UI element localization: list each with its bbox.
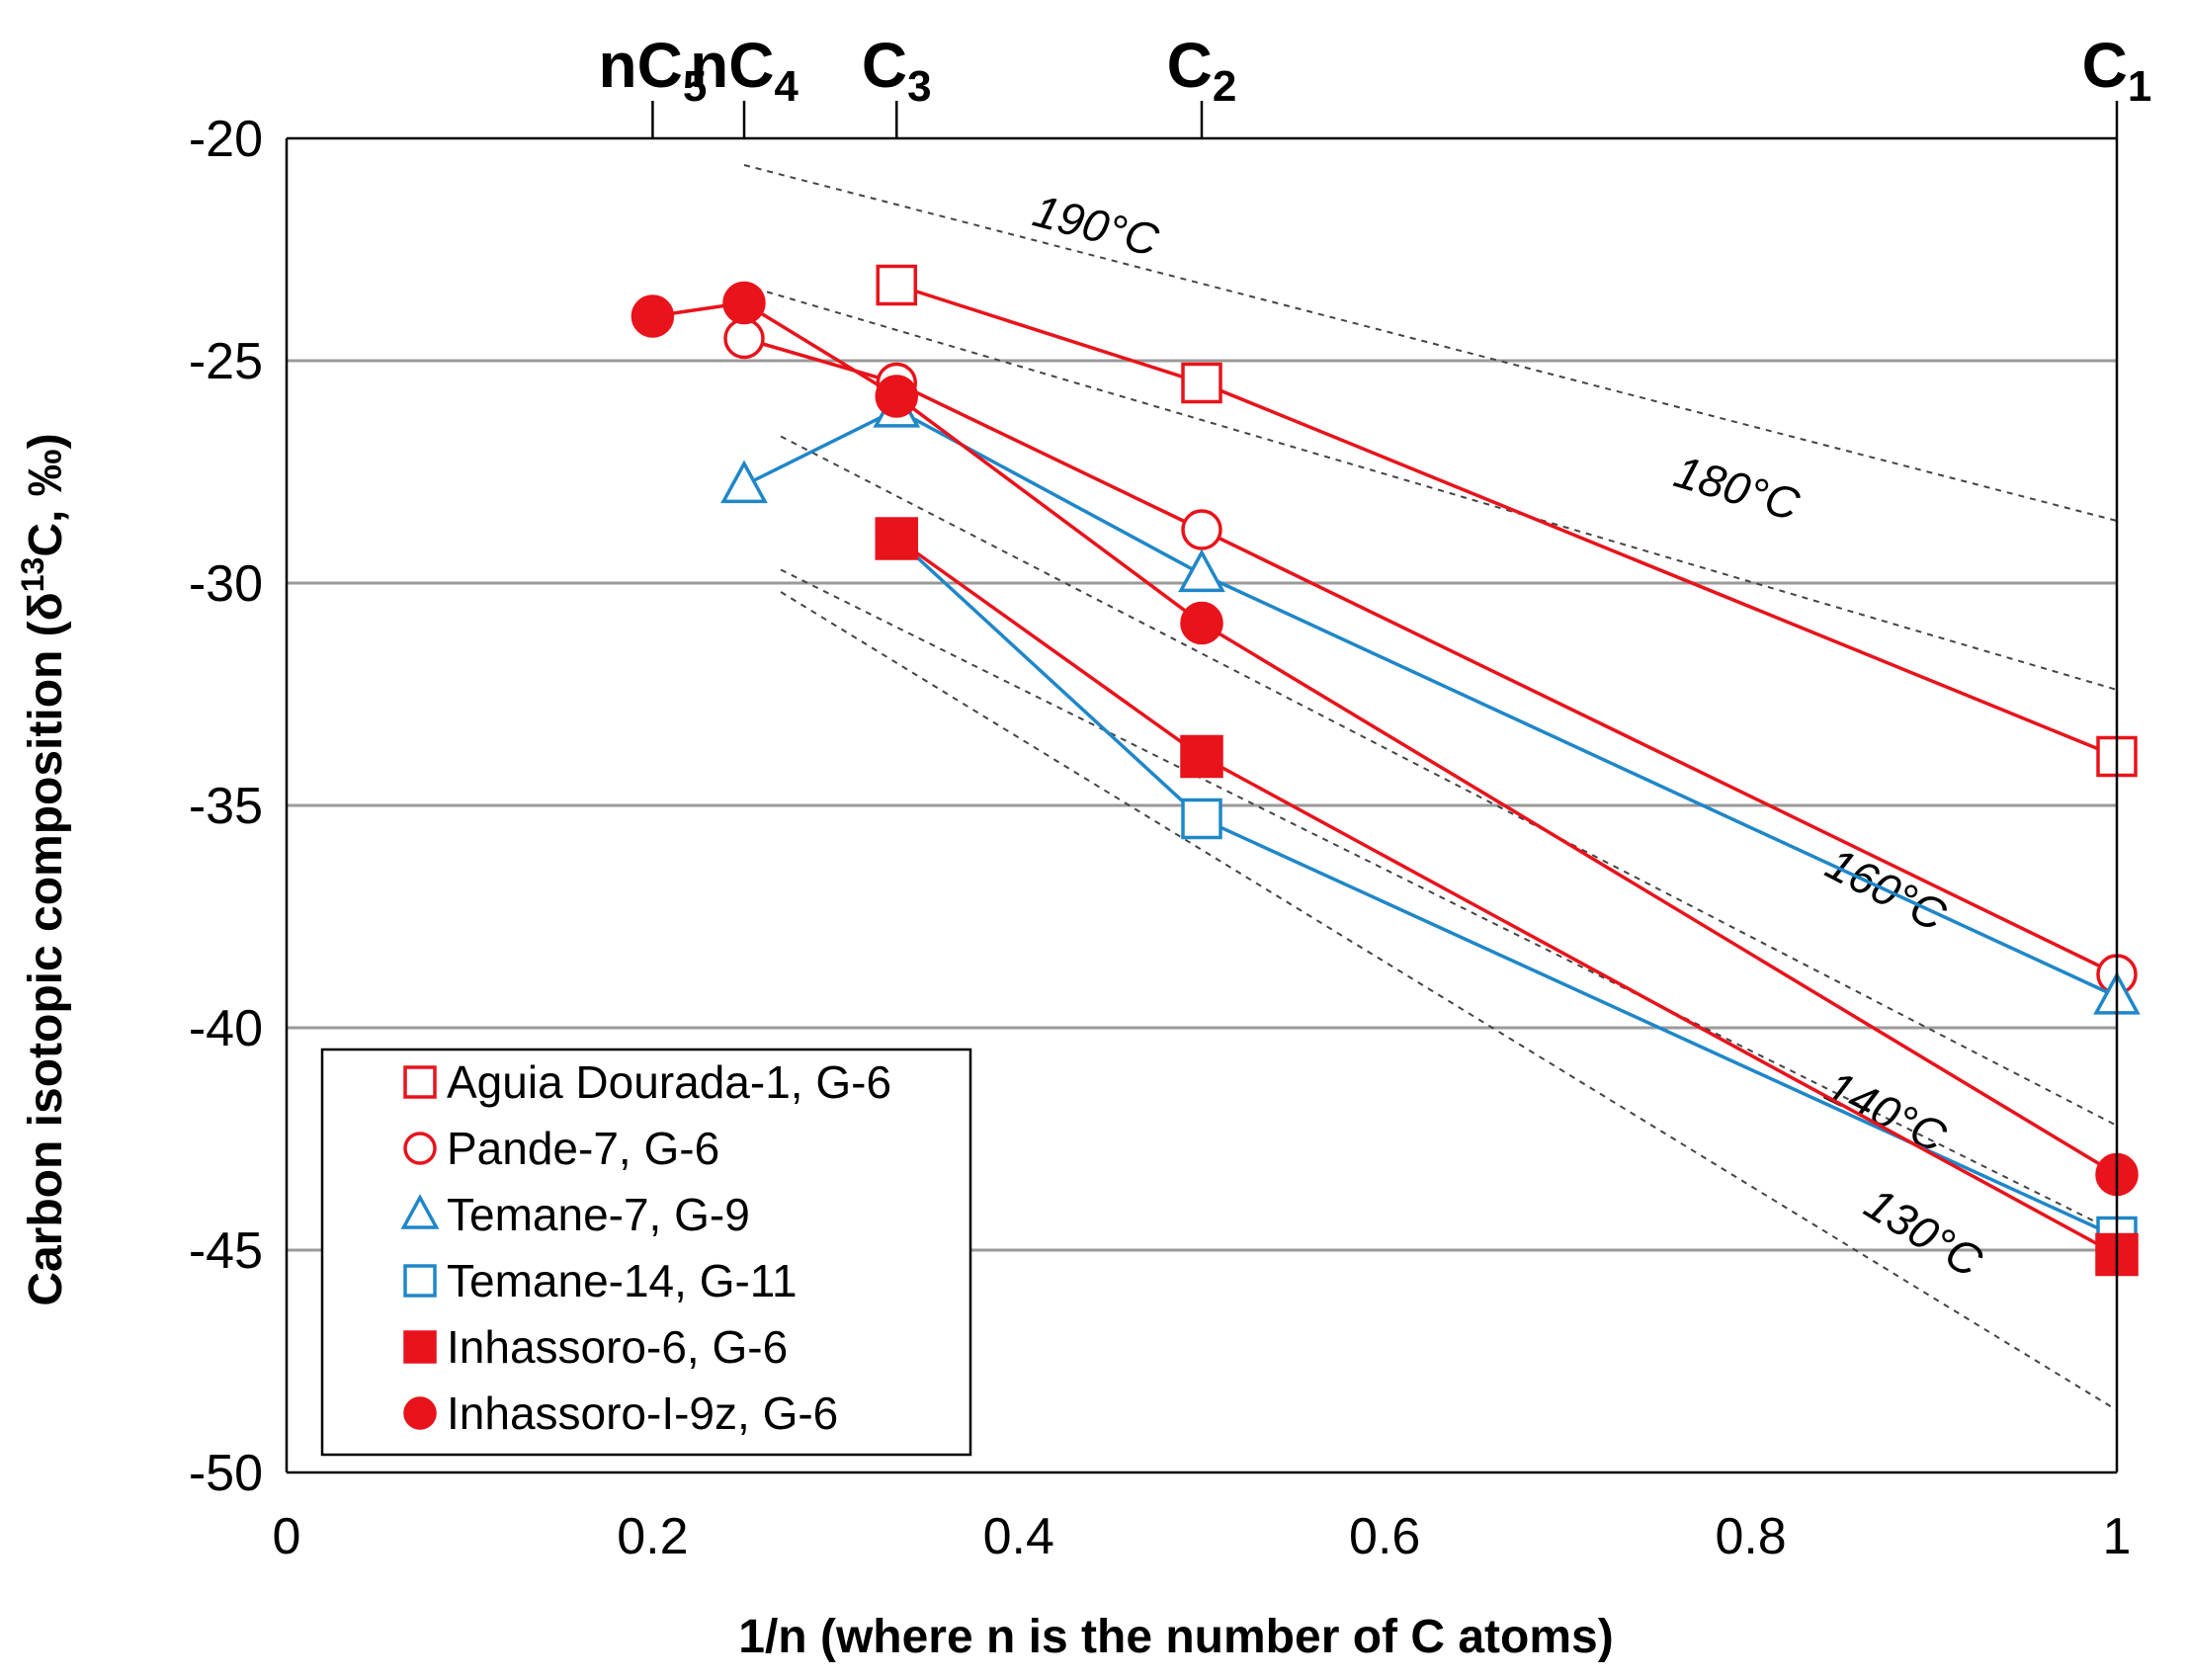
top-axis-label: nC4: [690, 30, 799, 111]
x-tick-label: 0.8: [1715, 1508, 1786, 1565]
y-axis-title-part-b: C, ‰): [20, 433, 72, 556]
y-axis-title-part-a: Carbon isotopic composition (δ: [20, 592, 72, 1305]
series-line: [743, 407, 2118, 999]
legend-marker: [400, 1194, 440, 1229]
y-tick-label: -50: [189, 1445, 263, 1502]
x-axis-title: 1/n (where n is the number of C atoms): [738, 1611, 1613, 1663]
y-tick-label: -20: [189, 111, 263, 168]
top-axis-label-base: C: [1167, 30, 1213, 101]
isotherm-line: [780, 435, 2118, 1127]
data-point: [720, 460, 768, 504]
data-point: [631, 294, 675, 338]
top-axis-label: C1: [2082, 30, 2152, 111]
x-tick-label: 1: [2103, 1508, 2132, 1565]
data-point: [1180, 601, 1223, 645]
data-point: [875, 375, 919, 418]
y-tick-label: -30: [189, 555, 263, 613]
top-axis-label-base: C: [2082, 30, 2128, 101]
isotherm-line: [780, 591, 2118, 1411]
top-axis-label-subscript: 4: [774, 62, 799, 111]
isotherm-line: [743, 284, 2118, 691]
legend-label: Inhassoro-I-9z, G-6: [447, 1387, 838, 1439]
legend: Aguia Dourada-1, G-6 Pande-7, G-6 Temane-7…: [320, 1048, 972, 1457]
legend-label: Temane-14, G-11: [447, 1255, 798, 1306]
top-axis-label: C2: [1167, 30, 1237, 111]
y-axis-title: Carbon isotopic composition (δ13C, ‰): [15, 433, 72, 1305]
legend-label: Temane-7, G-9: [447, 1189, 750, 1240]
legend-marker: [403, 1396, 437, 1430]
x-tick-label: 0: [273, 1508, 301, 1565]
y-tick-label: -45: [189, 1222, 263, 1280]
data-point: [722, 281, 766, 325]
x-tick-label: 0.2: [617, 1508, 688, 1565]
legend-label: Aguia Dourada-1, G-6: [447, 1056, 891, 1108]
legend-marker: [403, 1264, 437, 1298]
series-temane-14-g-11: [876, 518, 2138, 1258]
legend-label: Pande-7, G-6: [447, 1123, 719, 1174]
legend-label: Inhassoro-6, G-6: [447, 1321, 788, 1373]
series-line: [895, 283, 2118, 759]
y-tick-label: -25: [189, 333, 263, 390]
isotherm-line: [743, 164, 2118, 522]
data-point: [1181, 362, 1222, 404]
isotherm-label: 140°C: [1817, 1060, 1955, 1163]
top-axis-label: C3: [862, 30, 932, 111]
top-axis-label-base: nC: [690, 30, 774, 101]
y-tick-label: -40: [189, 1000, 263, 1057]
data-point: [1181, 509, 1222, 550]
x-tick-label: 0.4: [983, 1508, 1054, 1565]
legend-marker: [403, 1330, 437, 1364]
top-axis-label-subscript: 2: [1213, 62, 1236, 111]
data-point: [1180, 734, 1223, 779]
top-axis-label-subscript: 3: [907, 62, 931, 111]
axes: -50 -45 -40 -35 -30 -25 -20 0 0.2 0.4 0.6 0.8 1 nC5nC…: [189, 30, 2152, 1565]
series-line: [652, 300, 2118, 1176]
top-axis-label-subscript: 5: [683, 62, 707, 111]
data-point: [876, 264, 918, 306]
isotherm-label: 130°C: [1856, 1177, 1991, 1288]
series-inhassoro-i-9z-g-6: [631, 281, 2139, 1197]
data-point: [1181, 798, 1222, 840]
legend-marker: [403, 1132, 437, 1165]
data-point: [875, 517, 919, 560]
legend-box: [320, 1048, 972, 1457]
isotherm-label: 180°C: [1669, 446, 1807, 531]
legend-marker: [403, 1065, 437, 1099]
top-axis-label-subscript: 1: [2128, 62, 2151, 111]
x-tick-label: 0.6: [1349, 1508, 1420, 1565]
series-pande-7-g-6: [723, 317, 2138, 995]
data-point: [1178, 548, 1225, 593]
top-axis-label: nC5: [599, 30, 708, 111]
series-line: [743, 336, 2118, 976]
top-axis-label-base: C: [862, 30, 907, 101]
top-axis-label-base: nC: [599, 30, 683, 101]
y-tick-label: -35: [189, 778, 263, 835]
isotherm-label: 190°C: [1028, 185, 1164, 267]
data-point: [723, 317, 765, 360]
y-axis-title-superscript: 13: [15, 557, 50, 593]
